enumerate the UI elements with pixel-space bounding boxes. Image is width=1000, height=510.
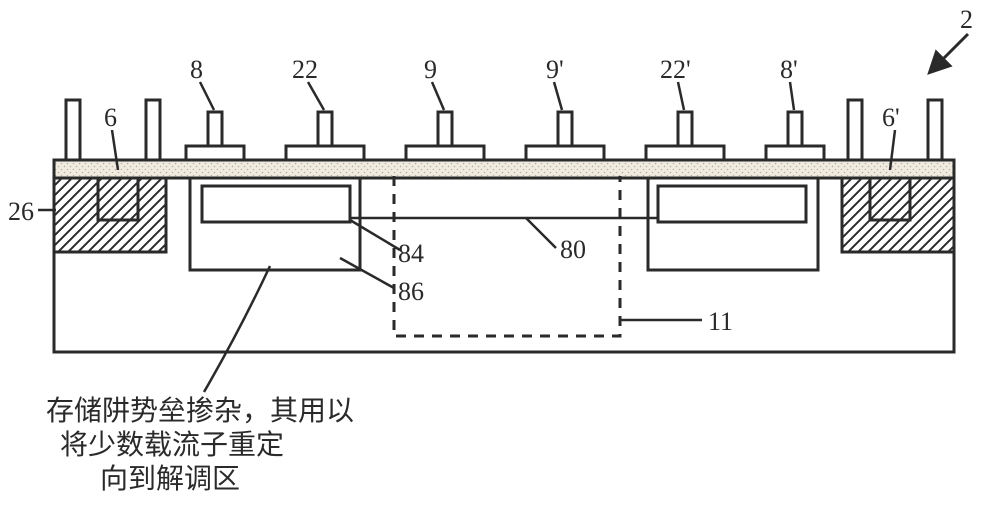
label-86: 86 <box>398 277 424 306</box>
dashed-region-11 <box>394 176 620 336</box>
pad-22 <box>286 146 364 160</box>
caption-line1: 存储阱势垒掺杂，其用以 <box>46 395 354 427</box>
pad-9p <box>526 146 604 160</box>
top-structures <box>66 100 942 160</box>
pad-8p <box>766 146 824 160</box>
label-9p: 9' <box>546 55 564 84</box>
label-11: 11 <box>708 307 733 336</box>
label-6: 6 <box>104 103 117 132</box>
label-22p: 22' <box>660 55 691 84</box>
label-2: 2 <box>960 5 973 34</box>
label-26: 26 <box>8 197 34 226</box>
pad-22p <box>646 146 724 160</box>
figure-ref-arrow-2 <box>930 34 968 72</box>
isolation-left-26 <box>54 178 166 252</box>
label-8: 8 <box>190 55 203 84</box>
diagram-svg: 2 8 22 9 9' 22' 8' 6 6' 26 84 86 80 11 存… <box>0 0 1000 510</box>
isolation-right <box>842 178 954 252</box>
surface-dotted-layer <box>54 160 954 178</box>
caption-line3: 向到解调区 <box>100 463 240 495</box>
label-9: 9 <box>424 55 437 84</box>
storage-left <box>190 178 360 270</box>
label-8p: 8' <box>780 55 798 84</box>
region-84-right <box>658 186 806 222</box>
pad-9 <box>406 146 484 160</box>
label-6p: 6' <box>882 103 900 132</box>
caption-line2: 将少数载流子重定 <box>60 429 284 461</box>
pad-8 <box>186 146 244 160</box>
caption: 存储阱势垒掺杂，其用以 将少数载流子重定 向到解调区 <box>46 395 354 495</box>
label-22: 22 <box>292 55 318 84</box>
region-84-left <box>202 186 350 222</box>
label-84: 84 <box>398 239 424 268</box>
storage-right <box>648 178 818 270</box>
label-80: 80 <box>560 235 586 264</box>
